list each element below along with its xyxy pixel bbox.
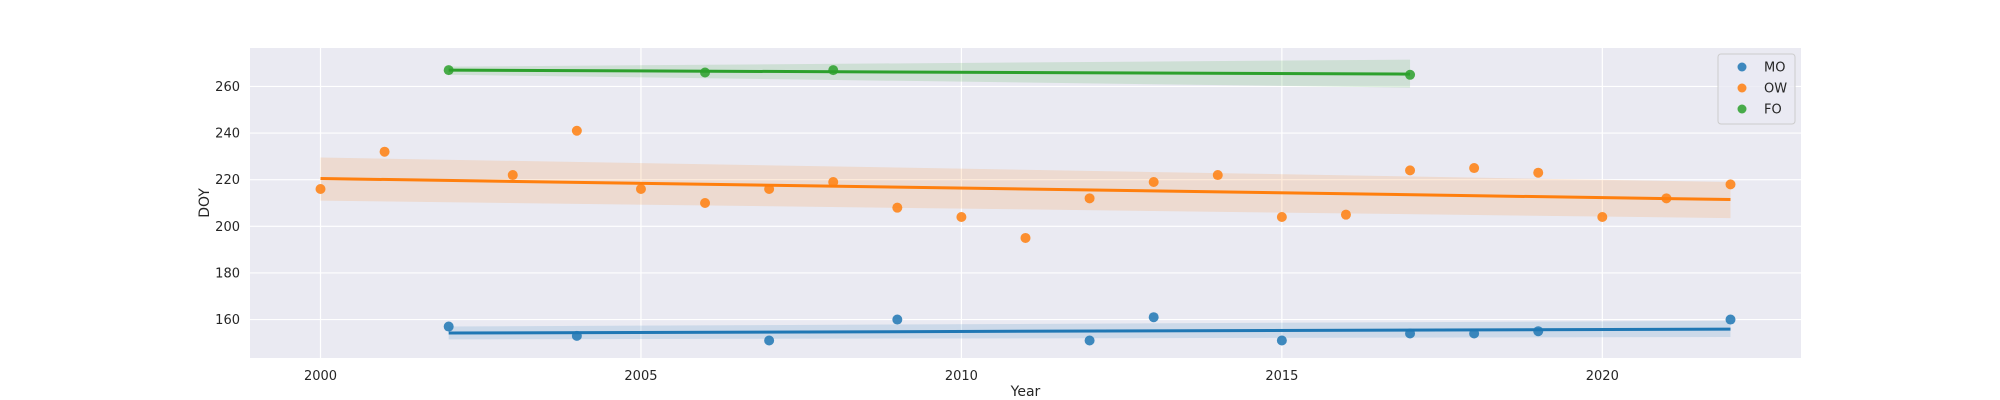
legend-marker (1737, 83, 1747, 93)
data-point (1725, 179, 1736, 190)
data-point (1212, 170, 1223, 181)
data-point (700, 67, 711, 78)
x-axis-label: Year (1010, 384, 1041, 400)
data-point (1469, 163, 1480, 174)
grid (250, 48, 1801, 358)
y-tick-label: 200 (215, 220, 240, 235)
data-point (1276, 211, 1287, 222)
data-point (828, 177, 839, 188)
data-point (507, 170, 518, 181)
legend-label: FO (1764, 103, 1782, 118)
data-point (1084, 193, 1095, 204)
data-point (1469, 328, 1480, 339)
data-point (1533, 167, 1544, 178)
legend-label: MO (1764, 61, 1785, 76)
data-point (828, 65, 839, 76)
data-point (1405, 69, 1416, 80)
data-point (1533, 326, 1544, 337)
data-point (1661, 193, 1672, 204)
data-point (1405, 165, 1416, 176)
y-axis-label: DOY (197, 188, 213, 218)
x-tick-label: 2020 (1586, 369, 1619, 384)
data-point (764, 335, 775, 346)
trend-lines (320, 68, 1731, 335)
y-axis-ticks: 160 180 200 220 240 260 (215, 80, 240, 328)
plot-area (250, 48, 1801, 358)
data-point (700, 198, 711, 208)
legend-label: OW (1764, 82, 1787, 97)
x-axis-ticks: 2000 2005 2010 2015 2020 (304, 369, 1619, 384)
x-tick-label: 2015 (1265, 369, 1298, 384)
legend-marker (1737, 104, 1747, 114)
trend-line (448, 327, 1731, 335)
data-point (571, 330, 582, 341)
x-tick-label: 2005 (624, 369, 657, 384)
y-tick-label: 220 (215, 173, 240, 188)
data-point (1084, 335, 1095, 346)
trend-line (448, 68, 1411, 76)
x-tick-label: 2000 (304, 369, 337, 384)
x-tick-label: 2010 (945, 369, 978, 384)
legend-marker (1737, 62, 1747, 72)
y-tick-label: 180 (215, 266, 240, 281)
data-point (1276, 335, 1287, 346)
data-point (1405, 328, 1416, 339)
y-tick-label: 260 (215, 80, 240, 95)
legend: MO OW FO (1717, 53, 1796, 125)
data-point (1148, 177, 1159, 188)
data-point (379, 146, 390, 157)
data-point (443, 321, 454, 332)
legend-box (1717, 53, 1796, 125)
data-points (315, 65, 1736, 346)
data-point (635, 184, 646, 195)
data-point (1725, 314, 1736, 325)
data-point (443, 65, 454, 76)
y-tick-label: 160 (215, 313, 240, 328)
data-point (892, 202, 903, 213)
data-point (1597, 211, 1608, 222)
data-point (764, 184, 775, 195)
data-point (571, 125, 582, 136)
data-point (956, 211, 967, 222)
y-tick-label: 240 (215, 127, 240, 142)
confidence-band (448, 59, 1411, 88)
data-point (1148, 312, 1159, 323)
data-point (892, 314, 903, 325)
data-point (1340, 209, 1351, 220)
data-point (315, 184, 326, 195)
data-point (1020, 232, 1031, 243)
trend-line (320, 177, 1731, 202)
